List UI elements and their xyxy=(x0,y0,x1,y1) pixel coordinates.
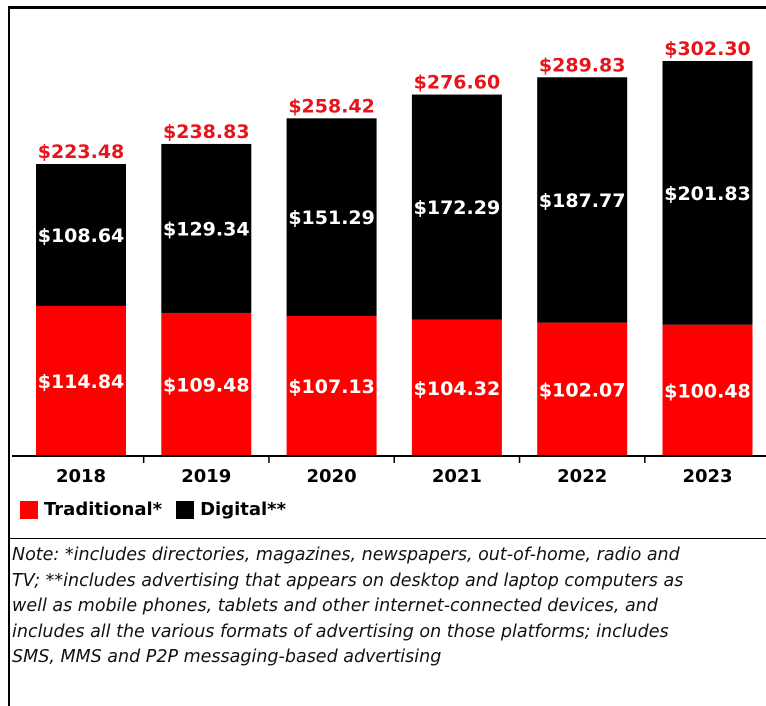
bar-traditional-2019 xyxy=(161,312,252,456)
footnote-line: includes all the various formats of adve… xyxy=(12,621,669,642)
bar-digital-2023 xyxy=(662,60,753,325)
x-tick-label-2018: 2018 xyxy=(56,466,106,487)
stacked-bar-chart: $114.84 $108.64 $223.48 2018 $109.48 $129.34 $… xyxy=(12,38,766,487)
x-tick-label-2020: 2020 xyxy=(307,466,357,487)
footnote-line: TV; **includes advertising that appears … xyxy=(12,570,684,591)
data-label-digital-2022: $187.77 xyxy=(539,190,626,212)
legend-label-digital: Digital** xyxy=(200,499,286,520)
bar-traditional-2018 xyxy=(36,305,126,456)
footnote-line: Note: *includes directories, magazines, … xyxy=(12,545,680,565)
footnote: Note: *includes directories, magazines, … xyxy=(12,543,766,671)
total-label-2023: $302.30 xyxy=(664,38,751,60)
x-tick-label-2022: 2022 xyxy=(557,466,607,487)
bars-layer xyxy=(36,60,753,456)
data-label-digital-2020: $151.29 xyxy=(288,207,375,229)
bar-digital-2018 xyxy=(36,163,126,306)
legend-label-traditional: Traditional* xyxy=(44,499,163,520)
bar-digital-2020 xyxy=(286,118,377,317)
bar-traditional-2021 xyxy=(411,319,502,456)
data-label-traditional-2022: $102.07 xyxy=(539,379,626,401)
legend-item-traditional: Traditional* xyxy=(20,499,162,520)
bar-digital-2019 xyxy=(161,143,252,313)
bar-traditional-2020 xyxy=(286,316,377,456)
x-tick-label-2019: 2019 xyxy=(181,466,231,487)
data-label-digital-2023: $201.83 xyxy=(664,183,751,205)
labels-layer: $114.84 $108.64 $223.48 2018 $109.48 $129.34 $… xyxy=(38,38,751,487)
footnote-line: well as mobile phones, tablets and other… xyxy=(12,596,658,616)
x-axis-ticks xyxy=(142,456,646,463)
bar-traditional-2022 xyxy=(537,322,628,456)
total-label-2020: $258.42 xyxy=(288,95,375,117)
legend-item-digital: Digital** xyxy=(176,499,286,520)
total-label-2018: $223.48 xyxy=(38,141,125,163)
data-label-traditional-2021: $104.32 xyxy=(414,378,501,400)
x-tick-label-2021: 2021 xyxy=(432,466,482,487)
x-tick-label-2023: 2023 xyxy=(682,466,732,487)
data-label-traditional-2020: $107.13 xyxy=(288,376,375,398)
footnote-line: SMS, MMS and P2P messaging-based adverti… xyxy=(12,647,442,667)
bar-traditional-2023 xyxy=(662,324,753,456)
bar-digital-2021 xyxy=(411,94,502,320)
legend: Traditional* Digital** xyxy=(20,499,300,520)
total-label-2021: $276.60 xyxy=(414,72,501,94)
data-label-traditional-2019: $109.48 xyxy=(163,374,250,396)
note-divider xyxy=(10,538,766,539)
data-label-digital-2019: $129.34 xyxy=(163,218,250,240)
legend-swatch-digital xyxy=(176,500,195,519)
total-label-2022: $289.83 xyxy=(539,54,626,76)
legend-swatch-traditional xyxy=(20,500,38,519)
data-label-digital-2021: $172.29 xyxy=(414,197,501,219)
total-label-2019: $238.83 xyxy=(163,121,250,143)
data-label-digital-2018: $108.64 xyxy=(38,225,125,247)
chart-frame xyxy=(8,6,766,706)
data-label-traditional-2018: $114.84 xyxy=(38,371,125,393)
data-label-traditional-2023: $100.48 xyxy=(664,380,751,402)
bar-digital-2022 xyxy=(537,77,628,323)
